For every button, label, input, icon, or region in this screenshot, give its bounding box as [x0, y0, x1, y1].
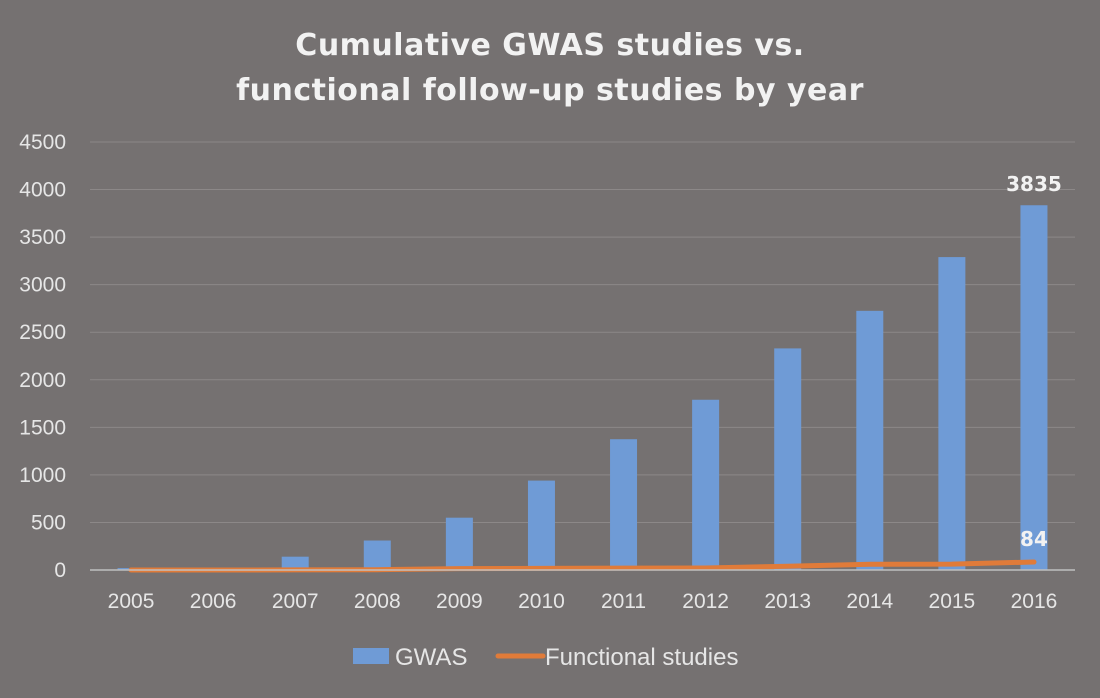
x-tick-label: 2015	[929, 590, 976, 613]
legend: GWAS Functional studies	[353, 644, 738, 671]
y-tick-label: 4000	[19, 179, 66, 202]
bar-gwas-2014	[856, 310, 884, 570]
y-tick-label: 500	[31, 511, 66, 534]
x-tick-label: 2013	[764, 590, 811, 613]
bar-gwas-2010	[527, 480, 555, 570]
x-tick-label: 2009	[436, 590, 483, 613]
bar-gwas-2007	[281, 556, 309, 570]
x-tick-label: 2008	[354, 590, 401, 613]
data-labels: 3835 84	[1006, 172, 1062, 551]
bar-gwas-2016	[1020, 205, 1048, 570]
data-label-functional: 84	[1020, 527, 1048, 551]
chart-title-line-1: Cumulative GWAS studies vs.	[295, 28, 804, 63]
bar-gwas-2008	[363, 540, 391, 570]
line-functional-studies	[128, 559, 1037, 573]
legend-swatch-gwas	[353, 648, 389, 664]
x-tick-label: 2010	[518, 590, 565, 613]
x-tick-label: 2012	[682, 590, 729, 613]
y-tick-label: 2500	[19, 321, 66, 344]
data-label-gwas: 3835	[1006, 172, 1062, 196]
x-tick-label: 2011	[601, 590, 646, 613]
line-functional	[128, 559, 1037, 573]
x-axis: 2005 2006 2007 2008 2009 2010 2011 2012 2013 2014…	[90, 569, 1075, 613]
x-tick-label: 2005	[108, 590, 155, 613]
y-tick-label: 0	[54, 559, 66, 582]
bar-gwas-2011	[610, 439, 638, 570]
y-tick-label: 1000	[19, 464, 66, 487]
bar-gwas-2013	[774, 348, 802, 570]
legend-label-gwas: GWAS	[395, 644, 467, 671]
x-tick-label: 2006	[190, 590, 237, 613]
bar-gwas-2012	[692, 399, 720, 570]
x-tick-label: 2007	[272, 590, 319, 613]
legend-label-functional: Functional studies	[545, 644, 738, 671]
gridlines	[90, 141, 1075, 523]
bar-gwas-2015	[938, 257, 966, 570]
y-tick-label: 4500	[19, 131, 66, 154]
y-axis: 0 500 1000 1500 2000 2500 3000 3500 4000 4500	[19, 131, 66, 582]
bars-gwas	[117, 205, 1048, 570]
chart-title-line-2: functional follow-up studies by year	[236, 73, 864, 108]
bar-gwas-2009	[445, 517, 473, 570]
x-tick-label: 2016	[1011, 590, 1058, 613]
y-tick-label: 2000	[19, 369, 66, 392]
y-tick-label: 1500	[19, 416, 66, 439]
x-tick-label: 2014	[846, 590, 893, 613]
y-tick-label: 3500	[19, 226, 66, 249]
y-tick-label: 3000	[19, 274, 66, 297]
